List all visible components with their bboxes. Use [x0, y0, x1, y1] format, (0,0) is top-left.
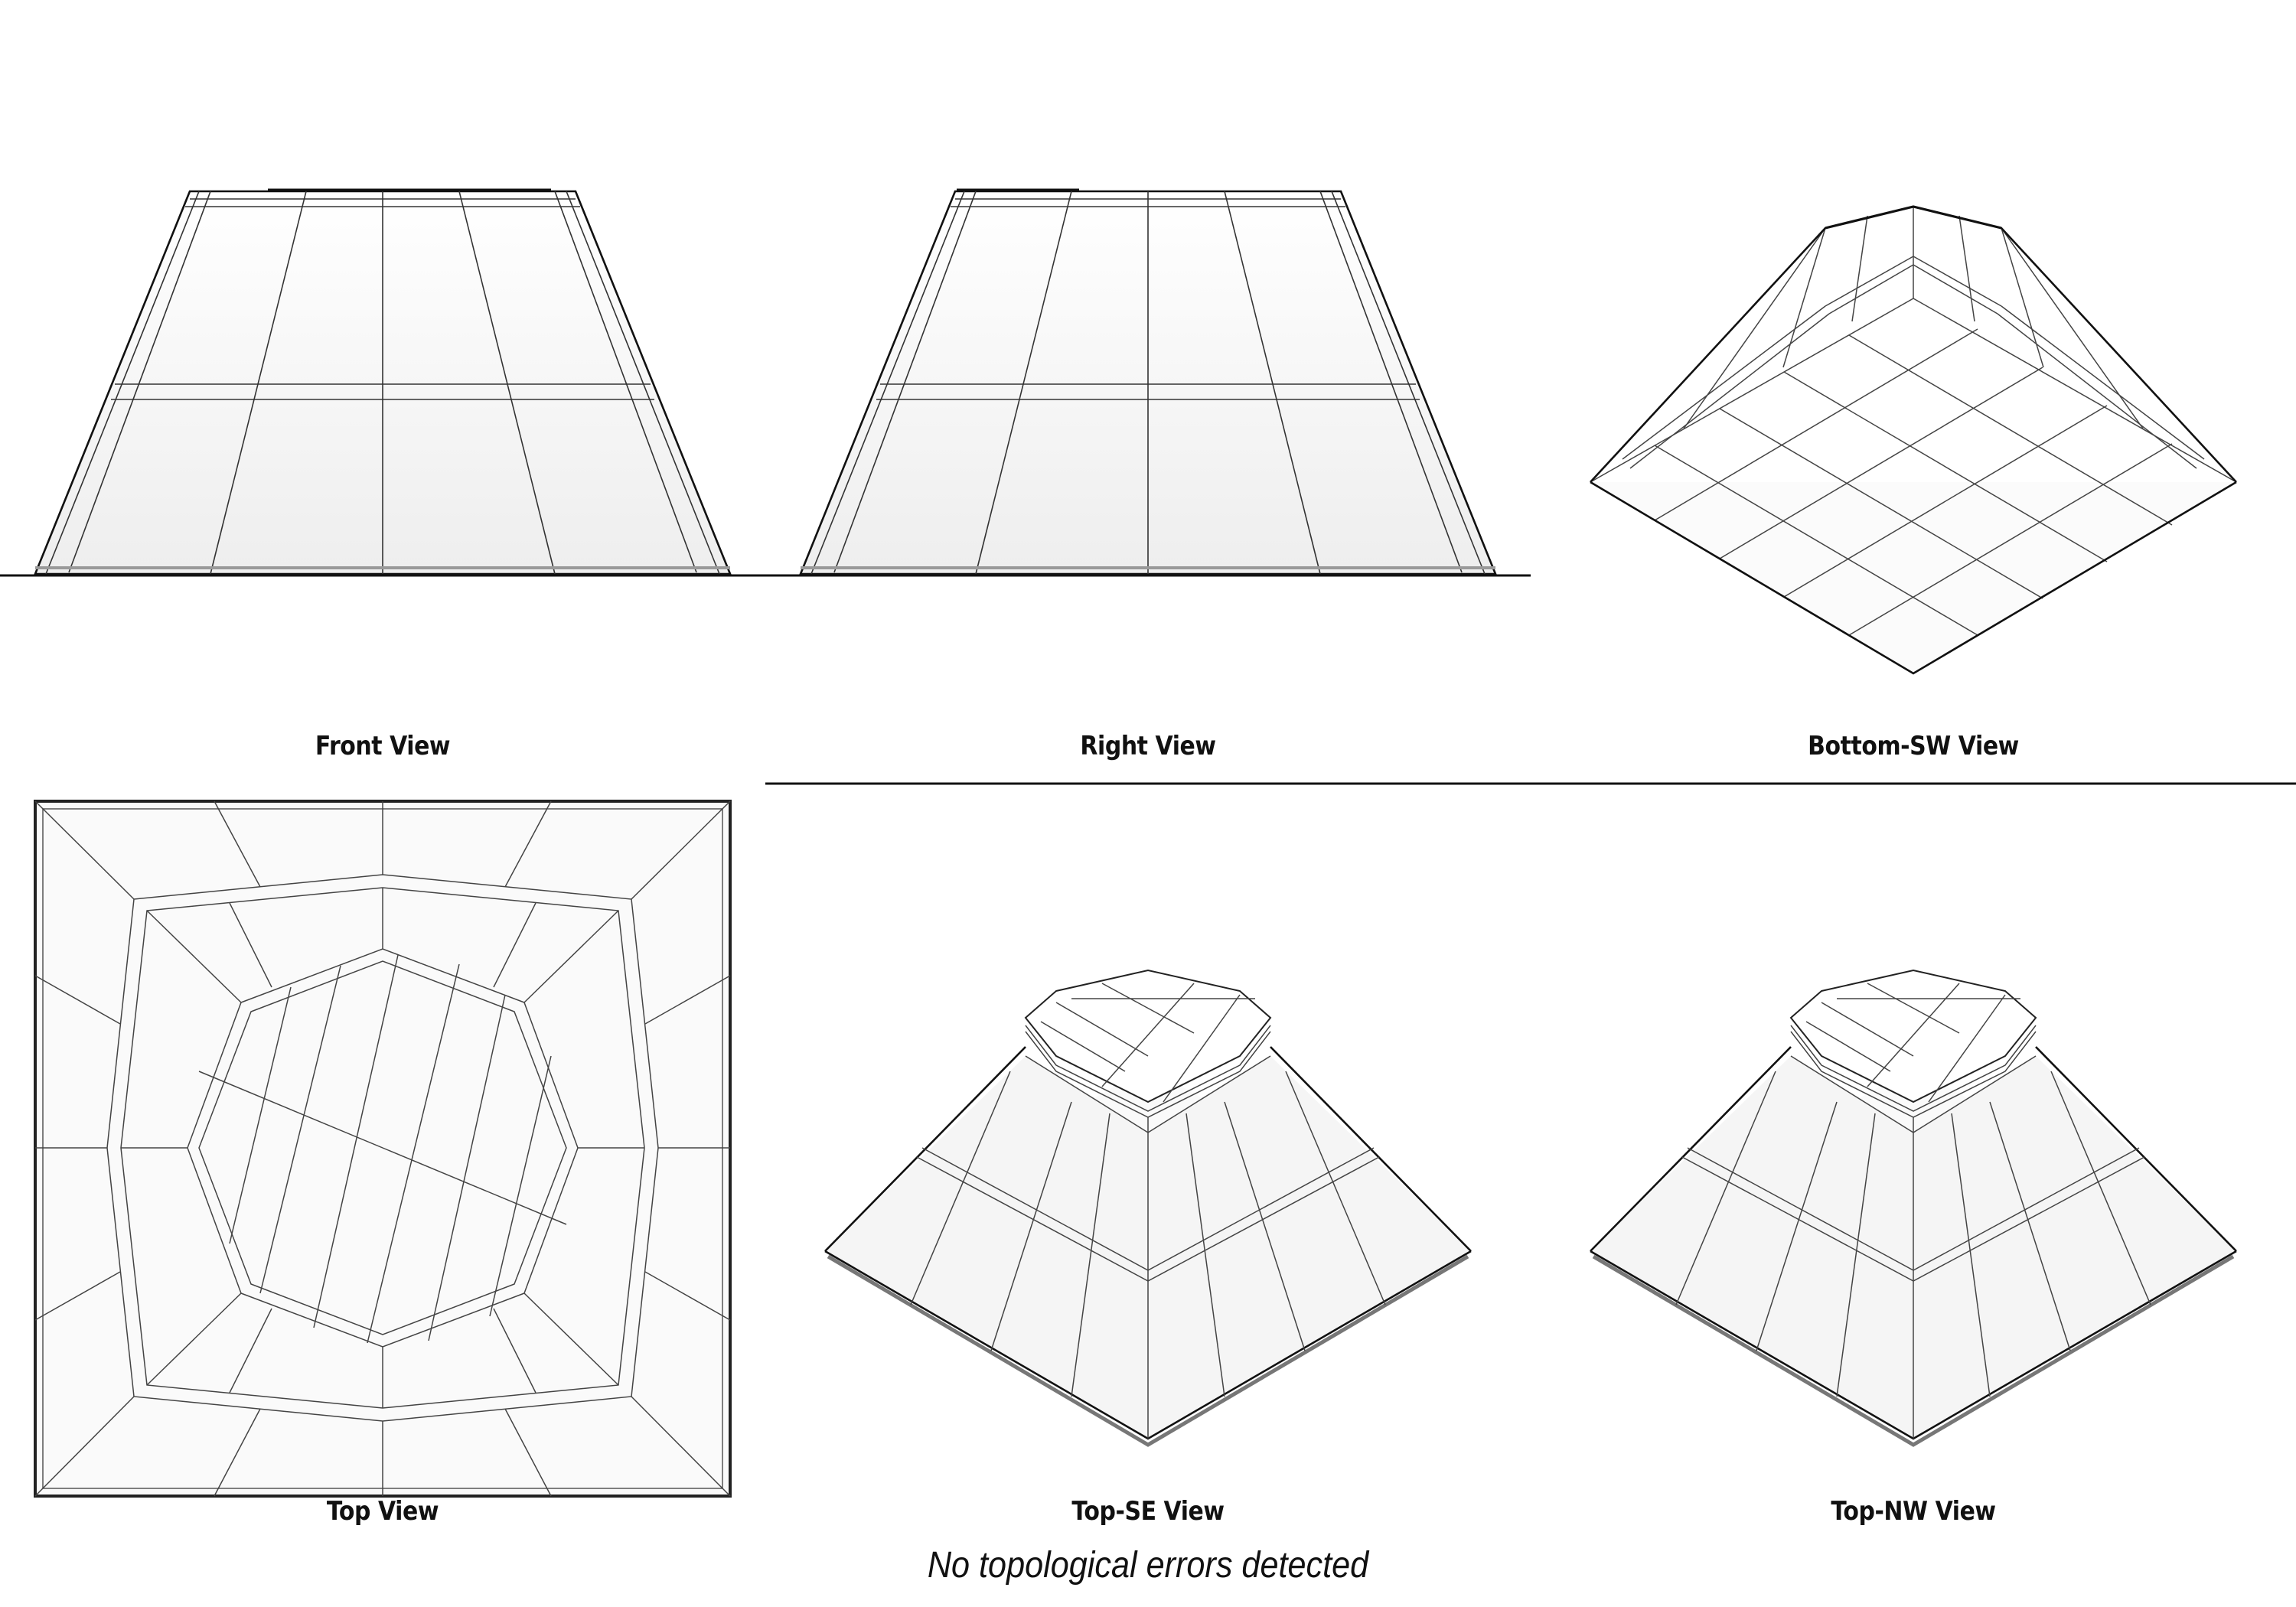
- top-nw-view-drawing: [1590, 969, 2237, 1447]
- top-view-drawing: [34, 800, 732, 1498]
- front-view-label: Front View: [315, 731, 451, 761]
- top-se-view-drawing: [824, 969, 1472, 1447]
- top-view-label: Top View: [326, 1496, 439, 1527]
- right-view-drawing: [765, 188, 1531, 577]
- top-nw-view-label: Top-NW View: [1831, 1496, 1996, 1527]
- right-view-label: Right View: [1080, 731, 1216, 761]
- bottom-sw-view-drawing: [1590, 205, 2237, 675]
- front-view-drawing: [0, 188, 765, 577]
- bottom-sw-view-label: Bottom-SW View: [1808, 731, 2019, 761]
- top-se-view-label: Top-SE View: [1071, 1496, 1225, 1527]
- status-message: No topological errors detected: [927, 1545, 1369, 1586]
